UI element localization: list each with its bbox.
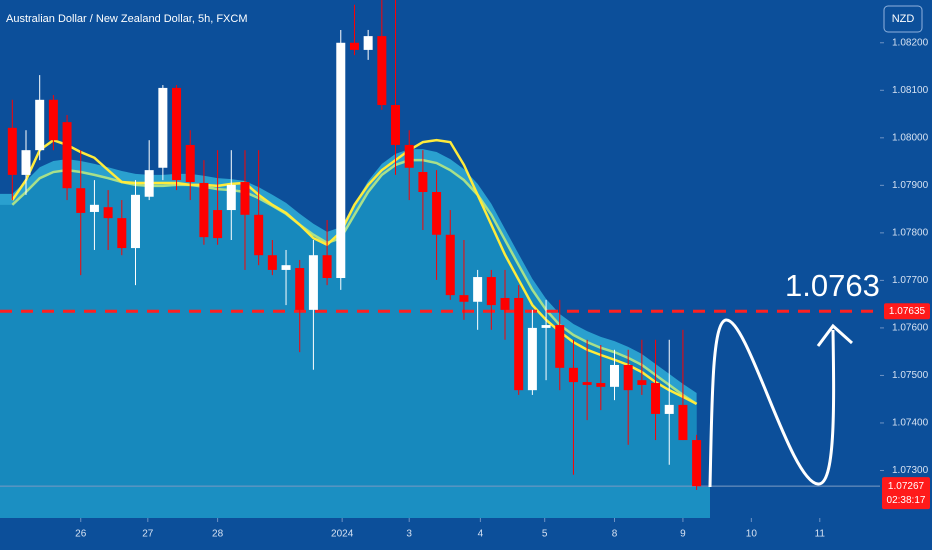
candle-body [199,182,209,238]
candle-body [213,210,223,239]
candle-body [336,42,346,279]
candle-body [103,207,113,219]
candle-body [418,172,428,192]
candle-body [514,297,524,391]
price-annotation: 1.0763 [785,268,880,303]
x-tick-label: 9 [680,529,686,540]
currency-label[interactable]: NZD [892,13,915,25]
candle-body [568,367,578,383]
x-tick-label: 8 [612,529,618,540]
bottom-band [0,487,710,518]
main-layer [0,0,880,490]
candle-body [322,255,332,279]
x-tick-label: 2024 [331,529,354,540]
candle-body [281,265,291,270]
ma-line [11,138,698,406]
candle-body [172,87,182,181]
candle-body [89,204,99,212]
x-tick-label: 10 [746,529,758,540]
x-tick-label: 4 [478,529,484,540]
area-layer [0,138,698,519]
candle-body [459,295,469,302]
candle-body [295,268,305,310]
y-tick-label: 1.08000 [892,132,929,143]
candle-body [500,297,510,310]
candle-body [21,150,31,175]
candle-body [254,214,264,256]
candle-body [664,404,674,414]
drawn-arrowhead [816,323,854,347]
x-tick-label: 5 [542,529,548,540]
countdown-label: 02:38:17 [887,495,926,506]
drawn-path [708,318,836,488]
candle-body [117,218,127,249]
y-tick-label: 1.07800 [892,228,929,239]
x-tick-label: 3 [406,529,412,540]
y-tick-label: 1.08200 [892,37,929,48]
y-tick-label: 1.07300 [892,465,929,476]
candle-body [651,383,661,414]
y-tick-label: 1.08100 [892,85,929,96]
candle-body [555,325,565,368]
candle-body [363,36,373,50]
candle-body [240,182,250,215]
ma-area [0,160,697,519]
candle-body [62,122,72,189]
currency-button[interactable] [883,5,923,33]
x-tick-label: 26 [75,529,87,540]
y-tick-label: 1.07700 [892,275,929,286]
candle-body [473,277,483,302]
x-tick-label: 28 [212,529,224,540]
candle-body [158,87,168,168]
candle-body [582,382,592,385]
candle-body [596,383,606,387]
y-tick-label: 1.07400 [892,418,929,429]
candle-body [267,255,277,270]
candle-body [377,36,387,106]
candle-body [692,440,702,487]
candle-body [76,188,86,213]
chart-title: Australian Dollar / New Zealand Dollar, … [6,13,247,25]
candle-body [7,127,17,175]
candle-body [486,277,496,306]
candle-body [637,380,647,385]
candle-body [527,327,537,391]
last-price-label: 1.07267 [888,481,925,492]
y-tick-label: 1.07500 [892,370,929,381]
candle-body [48,99,58,141]
x-tick-label: 11 [815,529,826,540]
candle-body [541,325,551,328]
candle-body [404,144,414,168]
candle-body [432,191,442,235]
candle-body [349,42,359,50]
candle-body [130,194,140,249]
y-tick-label: 1.07900 [892,180,929,191]
last-price-tag [882,477,930,510]
level-tag [884,303,930,320]
candle-body [678,404,688,441]
candle-body [623,364,633,391]
candle-body [609,364,619,387]
candle-body [391,105,401,145]
candle-body [445,234,455,296]
candle-body [226,184,236,211]
candle-body [144,170,154,197]
y-tick-label: 1.07600 [892,323,929,334]
candle-body [35,99,45,151]
x-tick-label: 27 [142,529,154,540]
candle-body [185,144,195,183]
candle-body [308,255,318,310]
level-tag-label: 1.07635 [889,306,926,317]
